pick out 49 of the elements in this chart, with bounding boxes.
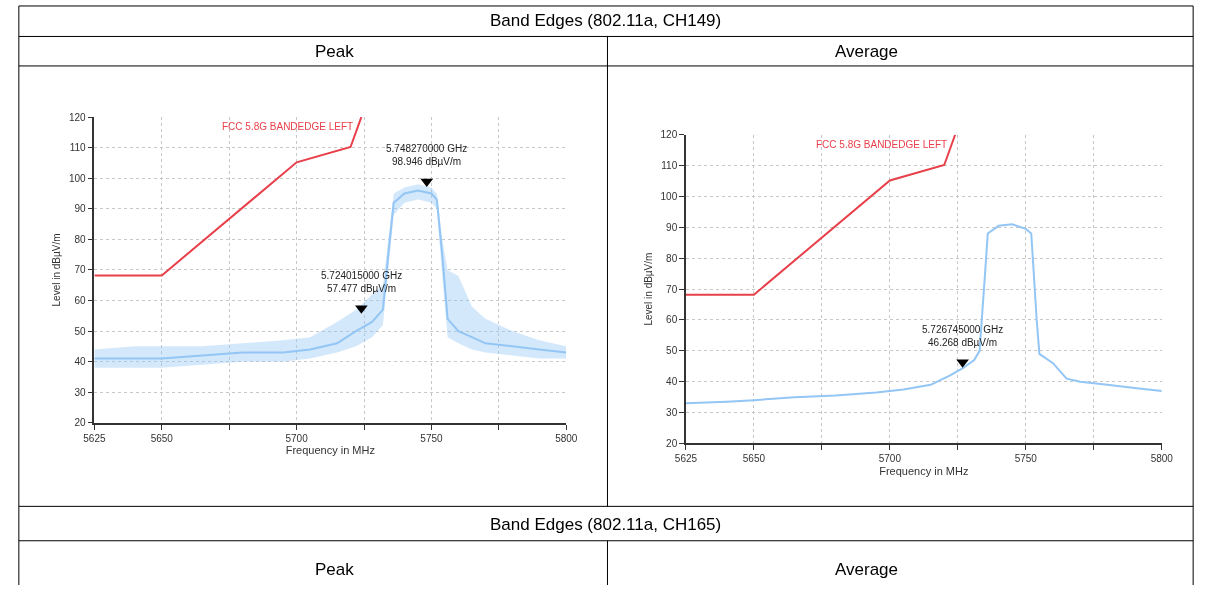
y-tick-label: 40 bbox=[74, 356, 87, 368]
y-tick-label: 20 bbox=[666, 437, 678, 449]
y-tick-label: 90 bbox=[74, 203, 87, 215]
x-tick-label: 5750 bbox=[1014, 453, 1038, 465]
x-tick-label: 5800 bbox=[555, 432, 578, 444]
series-label: FCC 5.8G BANDEDGE LEFT bbox=[222, 121, 354, 132]
x-tick-label: 5700 bbox=[878, 453, 902, 465]
y-tick-label: 50 bbox=[74, 325, 87, 337]
y-tick-label: 120 bbox=[660, 129, 678, 141]
line-series bbox=[685, 223, 1162, 405]
text: Peak bbox=[315, 560, 355, 579]
y-tick-label: 100 bbox=[68, 172, 87, 184]
line-series bbox=[685, 134, 957, 296]
y-axis-title: Level in dBµV/m bbox=[51, 233, 63, 307]
y-tick-label: 20 bbox=[74, 417, 87, 429]
chart-title: Peak bbox=[315, 42, 355, 61]
y-tick-label: 40 bbox=[666, 376, 678, 388]
annotation: 5.726745000 GHz 46.268 dBµV/m bbox=[922, 324, 1004, 348]
y-tick-label: 110 bbox=[69, 142, 87, 154]
y-tick-label: 90 bbox=[666, 221, 678, 233]
x-axis-title: Frequency in MHz bbox=[285, 444, 375, 457]
y-tick-label: 30 bbox=[74, 386, 87, 398]
annotation: 5.724015000 GHz 57.477 dBµV/m bbox=[321, 270, 403, 294]
y-tick-label: 60 bbox=[666, 314, 678, 326]
y-tick-label: 110 bbox=[661, 160, 678, 172]
y-tick-label: 30 bbox=[666, 407, 678, 419]
y-tick-label: 80 bbox=[74, 233, 87, 245]
y-tick-label: 70 bbox=[74, 264, 87, 276]
y-tick-label: 80 bbox=[666, 252, 678, 264]
x-tick-label: 5750 bbox=[420, 432, 444, 444]
y-tick-label: 70 bbox=[666, 283, 678, 295]
x-tick-label: 5650 bbox=[150, 432, 174, 444]
text: Average bbox=[835, 560, 899, 579]
text: Band Edges (802.11a, CH165) bbox=[490, 515, 722, 534]
y-tick-label: 60 bbox=[74, 295, 87, 307]
x-tick-label: 5800 bbox=[1150, 453, 1174, 465]
y-tick-label: 50 bbox=[666, 345, 678, 357]
x-tick-label: 5700 bbox=[285, 432, 309, 444]
y-tick-label: 100 bbox=[660, 191, 678, 202]
text: Band Edges (802.11a, CH149) bbox=[490, 11, 722, 30]
series-label: FCC 5.8G BANDEDGE LEFT bbox=[816, 139, 948, 150]
chart-title: Average bbox=[835, 42, 899, 61]
annotation: 5.748270000 GHz 98.946 dBµV/m bbox=[386, 143, 468, 167]
x-tick-label: 5625 bbox=[674, 453, 698, 465]
x-tick-label: 5625 bbox=[83, 432, 106, 444]
y-axis-title: Level in dBµV/m bbox=[643, 252, 655, 326]
x-axis-title: Frequency in MHz bbox=[879, 464, 969, 477]
y-tick-label: 120 bbox=[68, 111, 87, 123]
x-tick-label: 5650 bbox=[742, 453, 766, 465]
